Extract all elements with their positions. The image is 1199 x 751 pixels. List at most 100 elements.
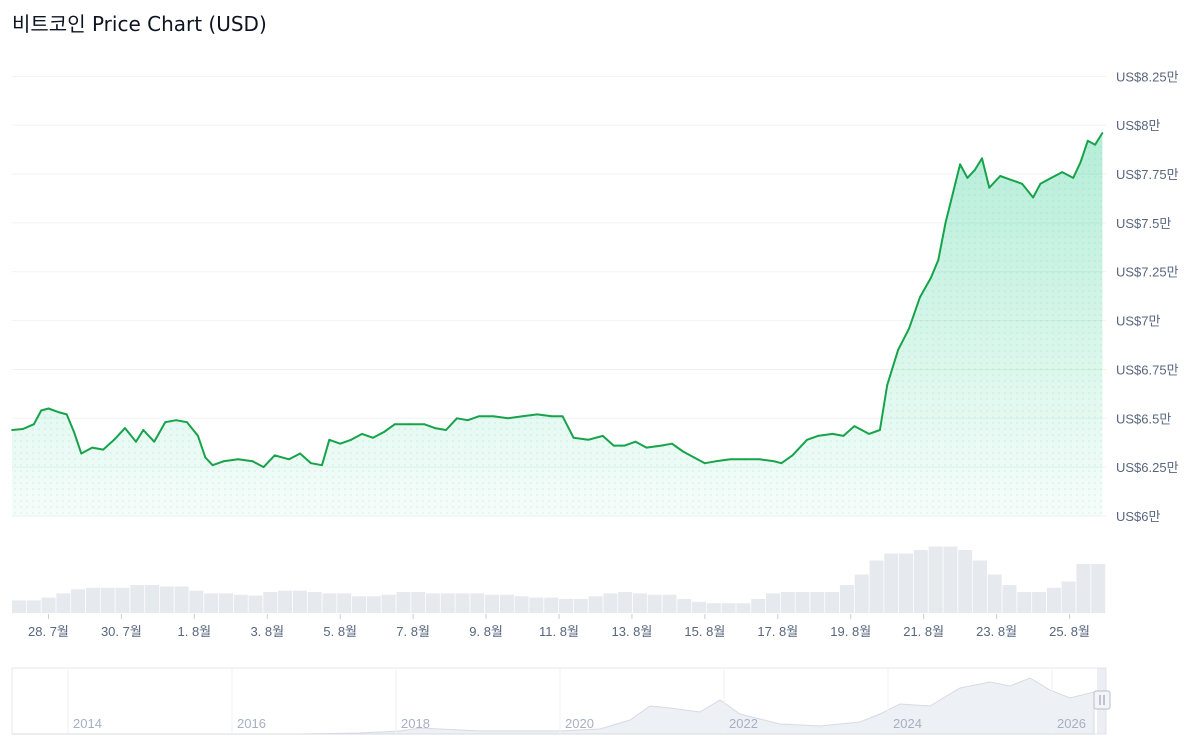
price-series-line[interactable] <box>11 132 1104 469</box>
volume-bar <box>559 599 573 613</box>
x-tick-label: 21. 8월 <box>903 624 944 639</box>
price-point <box>714 460 717 463</box>
volume-bar <box>455 593 470 613</box>
price-point <box>561 415 564 418</box>
volume-bar <box>1002 585 1017 613</box>
price-point <box>466 419 469 422</box>
price-point <box>164 421 167 424</box>
volume-bar <box>544 597 559 613</box>
x-tick-label: 17. 8월 <box>757 624 798 639</box>
volume-bar <box>899 553 913 613</box>
price-area <box>12 133 1103 516</box>
volume-bar <box>1076 564 1091 613</box>
price-point <box>671 442 673 445</box>
volume-bar <box>425 593 440 613</box>
volume-bar <box>972 560 987 613</box>
volume-bar <box>884 553 899 613</box>
price-point <box>11 429 13 431</box>
volume-bar <box>706 603 721 613</box>
range-navigator[interactable]: 2014 2016 2018 2020 2022 2024 2026 <box>11 667 1111 735</box>
price-point <box>262 466 265 468</box>
price-point <box>937 259 940 261</box>
price-point <box>951 192 954 195</box>
navigator-area <box>12 677 1095 735</box>
price-point <box>339 442 342 445</box>
volume-bar <box>795 592 810 613</box>
price-point <box>477 415 480 418</box>
navigator-labels: 2014 2016 2018 2020 2022 2024 2026 <box>73 716 1086 731</box>
price-point <box>197 435 199 437</box>
volume-bar <box>248 595 263 613</box>
y-axis: US$8.25만 US$8만 US$7.75만 US$7.5만 US$7.25만 US$7… <box>1116 69 1179 524</box>
y-tick-label: US$6만 <box>1116 509 1161 524</box>
volume-bar <box>322 593 337 613</box>
y-tick-label: US$7.75만 <box>1116 167 1179 182</box>
volume-bar <box>514 596 529 613</box>
y-tick-label: US$6.25만 <box>1116 460 1179 475</box>
price-point <box>704 462 706 465</box>
y-tick-label: US$7.5만 <box>1116 216 1171 231</box>
volume-bar <box>337 593 352 613</box>
price-point <box>1079 161 1082 164</box>
volume-bar <box>854 574 869 613</box>
volume-bar <box>41 597 56 613</box>
y-tick-label: US$8만 <box>1116 118 1161 133</box>
price-point <box>645 446 648 449</box>
price-point <box>204 456 207 459</box>
price-point <box>1072 177 1075 179</box>
navigator-handle[interactable] <box>1093 690 1111 710</box>
price-point <box>423 423 425 426</box>
price-point <box>328 438 331 441</box>
volume-bar <box>411 592 426 613</box>
navigator-year-label: 2020 <box>565 716 594 731</box>
volume-bar <box>278 590 293 613</box>
volume-bar <box>810 592 825 613</box>
price-point <box>634 440 637 443</box>
volume-bar <box>721 603 736 613</box>
y-tick-label: US$6.75만 <box>1116 362 1179 377</box>
x-tick-label: 5. 8월 <box>323 624 357 639</box>
price-point <box>124 427 126 429</box>
price-point <box>897 349 899 351</box>
x-tick-label: 25. 8월 <box>1049 624 1090 639</box>
y-tick-label: US$7만 <box>1116 314 1161 329</box>
volume-bar <box>943 546 958 613</box>
price-line[interactable] <box>11 132 1104 469</box>
price-point <box>886 384 889 386</box>
volume-bars <box>12 546 1106 613</box>
price-point <box>744 458 746 461</box>
price-point <box>908 327 910 330</box>
volume-bar <box>26 600 41 613</box>
price-point <box>299 452 301 455</box>
price-point <box>251 460 254 463</box>
price-point <box>831 433 834 435</box>
x-tick-label: 15. 8월 <box>684 624 725 639</box>
navigator-year-label: 2016 <box>237 716 266 731</box>
price-point <box>73 431 75 433</box>
volume-bar <box>647 594 662 613</box>
price-point <box>981 157 983 160</box>
price-point <box>22 428 24 430</box>
volume-bar <box>1017 592 1032 613</box>
price-point <box>842 435 845 437</box>
price-point <box>288 458 290 461</box>
price-point <box>394 423 396 426</box>
volume-bar <box>913 550 928 613</box>
navigator-year-label: 2024 <box>893 716 922 731</box>
x-tick-label: 23. 8월 <box>976 624 1017 639</box>
volume-bar <box>381 594 396 613</box>
price-point <box>383 431 385 433</box>
price-point <box>572 436 575 439</box>
price-point <box>791 454 794 457</box>
x-tick-label: 28. 7월 <box>28 624 69 639</box>
price-point <box>587 438 590 441</box>
x-tick-label: 13. 8월 <box>611 624 652 639</box>
volume-bar <box>189 590 204 613</box>
navigator-year-label: 2018 <box>401 716 430 731</box>
price-point <box>350 438 352 441</box>
volume-bar <box>869 560 884 613</box>
price-point <box>550 415 553 418</box>
volume-bar <box>56 593 71 613</box>
price-point <box>273 454 276 457</box>
